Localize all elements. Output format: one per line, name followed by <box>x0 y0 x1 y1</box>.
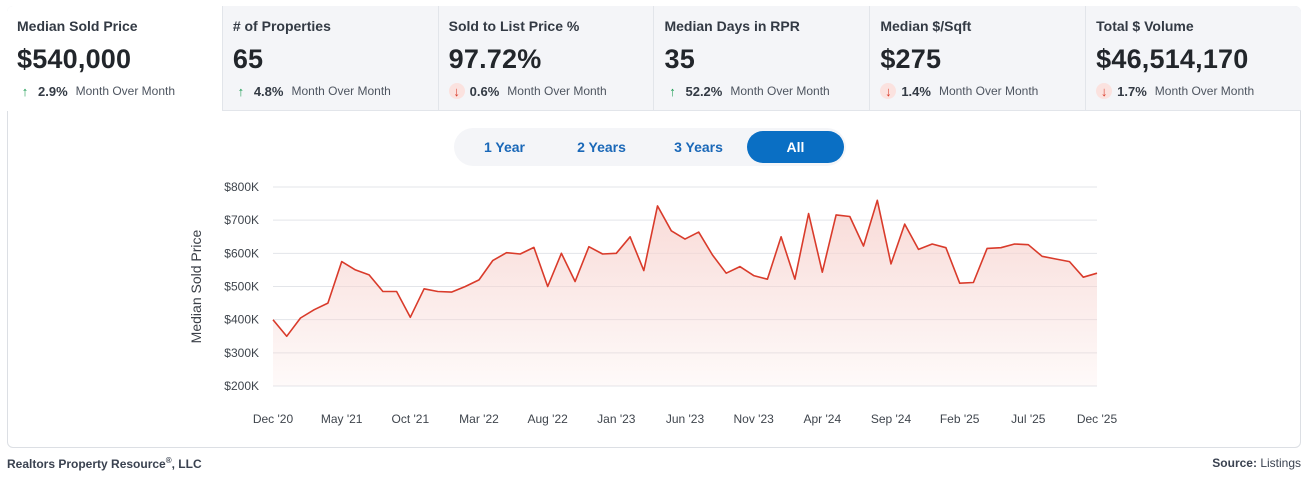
change-percent: 52.2% <box>685 83 723 99</box>
x-tick-label: Nov '23 <box>734 412 775 426</box>
x-tick-label: Dec '25 <box>1077 412 1118 426</box>
company-suffix: , LLC <box>171 457 202 471</box>
y-tick-label: $800K <box>224 180 259 194</box>
source-value: Listings <box>1260 456 1301 470</box>
source-label: Source: <box>1212 456 1257 470</box>
footer-company: Realtors Property Resource®, LLC <box>7 456 202 471</box>
arrow-up-icon: ↑ <box>237 83 245 99</box>
change-period: Month Over Month <box>291 84 391 98</box>
x-tick-label: Aug '22 <box>528 412 569 426</box>
change-percent: 0.6% <box>469 83 500 99</box>
price-area <box>273 200 1097 386</box>
time-range-selector: 1 Year 2 Years 3 Years All <box>454 128 846 166</box>
tab-value: $46,514,170 <box>1096 44 1249 74</box>
x-tick-label: Feb '25 <box>940 412 980 426</box>
tab-change: ↑ 52.2% Month Over Month <box>664 82 869 100</box>
range-1-year-button[interactable]: 1 Year <box>483 139 525 155</box>
arrow-down-icon: ↓ <box>448 83 465 99</box>
median-sold-price-chart: $200K $300K $400K $500K $600K $700K $800K Medi… <box>188 180 1118 426</box>
x-axis: Dec '20 May '21 Oct '21 Mar '22 Aug '22 Jan '… <box>253 412 1118 426</box>
tab-label: Total $ Volume <box>1096 18 1194 34</box>
arrow-down-icon: ↓ <box>1096 83 1113 99</box>
tab-change: ↓ 0.6% Month Over Month <box>448 82 654 100</box>
arrow-down-icon: ↓ <box>880 83 897 99</box>
change-period: Month Over Month <box>507 84 607 98</box>
range-all-button[interactable]: All <box>747 131 844 163</box>
y-tick-label: $500K <box>224 280 259 294</box>
tab-number-of-properties[interactable]: # of Properties 65 ↑ 4.8% Month Over Mon… <box>221 6 438 111</box>
y-axis: $200K $300K $400K $500K $600K $700K $800K <box>224 180 259 393</box>
x-tick-label: Jun '23 <box>666 412 705 426</box>
tab-change: ↑ 4.8% Month Over Month <box>233 82 438 100</box>
tab-label: Sold to List Price % <box>448 18 580 34</box>
tab-change: ↑ 2.9% Month Over Month <box>17 82 222 100</box>
tab-total-volume[interactable]: Total $ Volume $46,514,170 ↓ 1.7% Month … <box>1085 6 1301 111</box>
tab-label: Median Days in RPR <box>664 18 800 34</box>
tab-value: 35 <box>664 44 695 74</box>
tab-label: # of Properties <box>232 18 331 34</box>
change-percent: 1.7% <box>1117 83 1147 99</box>
change-period: Month Over Month <box>75 84 176 98</box>
metric-tabs: Median Sold Price $540,000 ↑ 2.9% Month … <box>7 6 1301 111</box>
x-tick-label: Sep '24 <box>871 412 912 426</box>
y-tick-label: $200K <box>224 379 259 393</box>
x-tick-label: Mar '22 <box>459 412 499 426</box>
x-tick-label: May '21 <box>321 412 363 426</box>
tab-median-days-in-rpr[interactable]: Median Days in RPR 35 ↑ 52.2% Month Over… <box>653 6 870 111</box>
tab-change: ↓ 1.7% Month Over Month <box>1096 82 1301 100</box>
x-tick-label: Apr '24 <box>804 412 842 426</box>
registered-mark: ® <box>165 456 172 465</box>
tab-label: Median Sold Price <box>17 18 138 34</box>
arrow-up-icon: ↑ <box>669 83 676 99</box>
change-percent: 4.8% <box>253 83 284 99</box>
change-percent: 2.9% <box>38 83 68 99</box>
tab-label: Median $/Sqft <box>880 18 972 34</box>
change-period: Month Over Month <box>938 84 1039 98</box>
change-period: Month Over Month <box>730 84 830 98</box>
x-tick-label: Oct '21 <box>392 412 430 426</box>
x-tick-label: Dec '20 <box>253 412 294 426</box>
tab-value: $275 <box>880 44 942 74</box>
y-axis-label: Median Sold Price <box>188 229 204 343</box>
company-name: Realtors Property Resource <box>7 457 166 471</box>
tab-median-price-per-sqft[interactable]: Median $/Sqft $275 ↓ 1.4% Month Over Mon… <box>869 6 1086 111</box>
y-tick-label: $600K <box>224 246 259 260</box>
tab-value: 97.72% <box>448 44 542 74</box>
tab-median-sold-price[interactable]: Median Sold Price $540,000 ↑ 2.9% Month … <box>7 6 222 111</box>
y-tick-label: $400K <box>224 313 259 327</box>
range-3-years-button[interactable]: 3 Years <box>674 139 723 155</box>
change-period: Month Over Month <box>1154 84 1255 98</box>
tab-value: $540,000 <box>17 44 132 74</box>
change-percent: 1.4% <box>901 83 931 99</box>
arrow-up-icon: ↑ <box>21 83 29 99</box>
y-tick-label: $700K <box>224 213 259 227</box>
tab-sold-to-list-price[interactable]: Sold to List Price % 97.72% ↓ 0.6% Month… <box>437 6 654 111</box>
x-tick-label: Jan '23 <box>597 412 636 426</box>
x-tick-label: Jul '25 <box>1011 412 1046 426</box>
tab-change: ↓ 1.4% Month Over Month <box>880 82 1085 100</box>
price-line <box>272 199 1098 338</box>
y-tick-label: $300K <box>224 346 259 360</box>
footer-source: Source: Listings <box>1212 456 1301 470</box>
range-2-years-button[interactable]: 2 Years <box>577 139 626 155</box>
tab-value: 65 <box>232 44 264 74</box>
